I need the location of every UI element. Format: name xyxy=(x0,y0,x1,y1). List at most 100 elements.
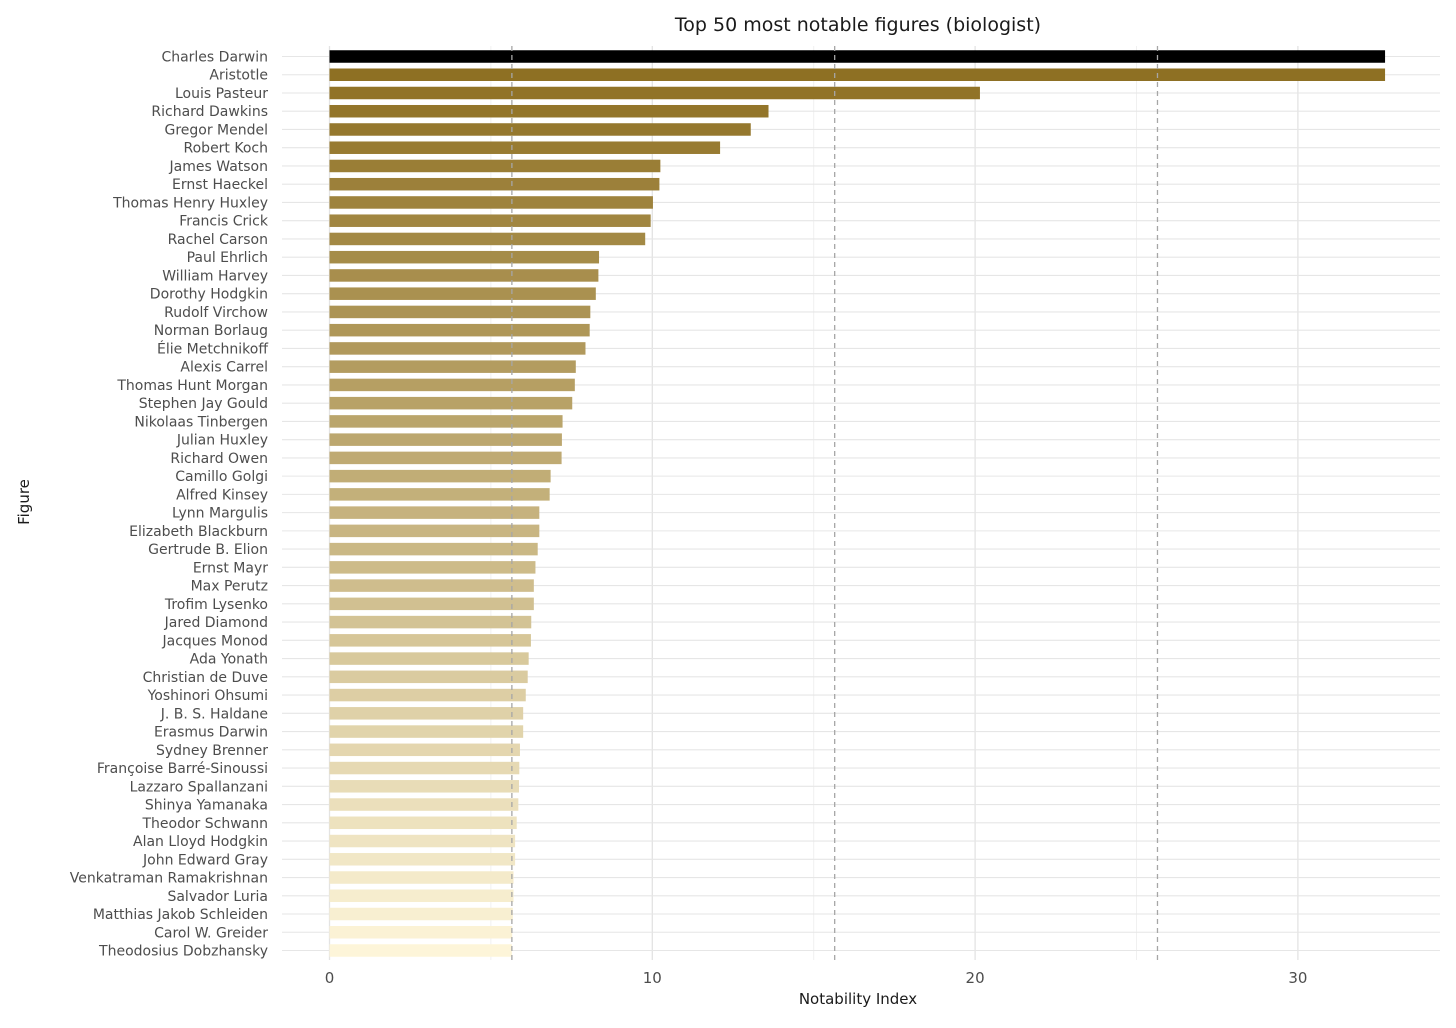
bar xyxy=(329,524,540,538)
bar xyxy=(329,141,721,154)
bar xyxy=(329,123,751,136)
y-tick-label: Aristotle xyxy=(209,68,268,84)
y-tick-label: Gregor Mendel xyxy=(164,122,268,138)
y-tick-label: Alexis Carrel xyxy=(180,360,268,376)
bar xyxy=(329,634,531,647)
bar xyxy=(329,269,599,282)
bar xyxy=(329,342,586,355)
y-tick-label: Alan Lloyd Hodgkin xyxy=(133,834,268,850)
bar xyxy=(329,232,646,246)
y-tick-label: Jacques Monod xyxy=(162,633,269,649)
bar xyxy=(329,433,562,446)
bar xyxy=(329,506,540,519)
bar xyxy=(329,816,517,830)
y-tick-label: Françoise Barré-Sinoussi xyxy=(97,761,268,777)
y-tick-label: John Edward Gray xyxy=(142,852,268,868)
y-tick-label: Dorothy Hodgkin xyxy=(150,287,268,303)
y-tick-label: Theodor Schwann xyxy=(142,816,269,832)
bar xyxy=(329,615,532,629)
x-tick-label: 0 xyxy=(325,969,335,987)
bar xyxy=(329,907,513,921)
y-tick-label: Ernst Mayr xyxy=(193,560,268,576)
x-axis-label: Notability Index xyxy=(799,990,917,1008)
bar xyxy=(329,652,529,665)
x-tick-label: 30 xyxy=(1288,969,1307,987)
bar xyxy=(329,250,600,264)
bar xyxy=(329,889,514,903)
chart-title: Top 50 most notable figures (biologist) xyxy=(674,14,1041,36)
bar xyxy=(329,853,516,866)
y-tick-label: Richard Dawkins xyxy=(151,104,268,120)
x-tick-labels: 0 10 20 30 xyxy=(325,969,1308,987)
y-tick-label: Thomas Henry Huxley xyxy=(112,195,268,211)
y-tick-label: Thomas Hunt Morgan xyxy=(116,378,268,394)
bar xyxy=(329,287,596,300)
bar xyxy=(329,670,528,684)
x-tick-label: 20 xyxy=(966,969,985,987)
y-tick-label: Christian de Duve xyxy=(143,670,268,686)
y-tick-label: Theodosius Dobzhansky xyxy=(98,944,268,960)
y-tick-label: Alfred Kinsey xyxy=(176,487,268,503)
bar xyxy=(329,871,514,884)
y-tick-label: J. B. S. Haldane xyxy=(160,706,268,722)
y-tick-label: Trofim Lysenko xyxy=(164,597,268,613)
y-tick-label: Louis Pasteur xyxy=(175,86,268,102)
bar xyxy=(329,305,591,319)
bar xyxy=(329,725,524,738)
bar xyxy=(329,68,1386,81)
y-tick-label: Ernst Haeckel xyxy=(172,177,268,193)
y-tick-label: Robert Koch xyxy=(184,141,268,157)
bar xyxy=(329,579,534,592)
bar xyxy=(329,761,520,775)
bar xyxy=(329,86,980,100)
bar xyxy=(329,50,1386,63)
y-tick-label: Matthias Jakob Schleiden xyxy=(93,907,268,923)
bar xyxy=(329,469,551,483)
bar xyxy=(329,780,519,793)
x-tick-label: 10 xyxy=(643,969,662,987)
y-tick-label: Stephen Jay Gould xyxy=(139,396,268,412)
y-tick-label: Julian Huxley xyxy=(176,433,268,449)
bar xyxy=(329,360,576,373)
bar xyxy=(329,798,519,811)
bar xyxy=(329,834,516,848)
bar xyxy=(329,396,573,410)
y-tick-label: Norman Borlaug xyxy=(154,323,268,339)
y-tick-label: Venkatraman Ramakrishnan xyxy=(70,871,268,887)
y-tick-label: Jared Diamond xyxy=(164,615,268,631)
bar xyxy=(329,104,769,118)
y-tick-label: Francis Crick xyxy=(179,214,269,230)
bar xyxy=(329,415,563,428)
y-tick-label: Richard Owen xyxy=(170,451,268,467)
bar xyxy=(329,488,550,501)
y-tick-label: Erasmus Darwin xyxy=(154,725,268,741)
y-tick-label: Camillo Golgi xyxy=(175,469,268,485)
y-tick-label: Elizabeth Blackburn xyxy=(129,524,268,540)
bar xyxy=(329,177,660,191)
bar xyxy=(329,743,520,757)
y-tick-label: William Harvey xyxy=(162,268,268,284)
bar xyxy=(329,597,534,611)
y-tick-label: Yoshinori Ohsumi xyxy=(147,688,268,704)
bar xyxy=(329,451,562,465)
y-tick-label: Rachel Carson xyxy=(168,232,268,248)
bar xyxy=(329,542,538,556)
y-tick-label: Charles Darwin xyxy=(161,50,268,66)
y-tick-label: Salvador Luria xyxy=(167,889,268,905)
y-tick-label: Nikolaas Tinbergen xyxy=(134,414,268,430)
y-tick-label: Max Perutz xyxy=(191,579,268,595)
y-tick-label: Lazzaro Spallanzani xyxy=(130,779,268,795)
y-tick-label: Lynn Margulis xyxy=(172,506,268,522)
bar xyxy=(329,944,512,957)
y-tick-label: Carol W. Greider xyxy=(154,925,268,941)
bar xyxy=(329,159,661,173)
y-tick-label: Paul Ehrlich xyxy=(187,250,268,266)
bar-layer xyxy=(329,50,1386,957)
bar xyxy=(329,378,575,392)
y-tick-label: James Watson xyxy=(169,159,268,175)
y-tick-label: Sydney Brenner xyxy=(156,743,268,759)
bar xyxy=(329,707,524,720)
bar xyxy=(329,196,653,209)
bar xyxy=(329,926,513,939)
